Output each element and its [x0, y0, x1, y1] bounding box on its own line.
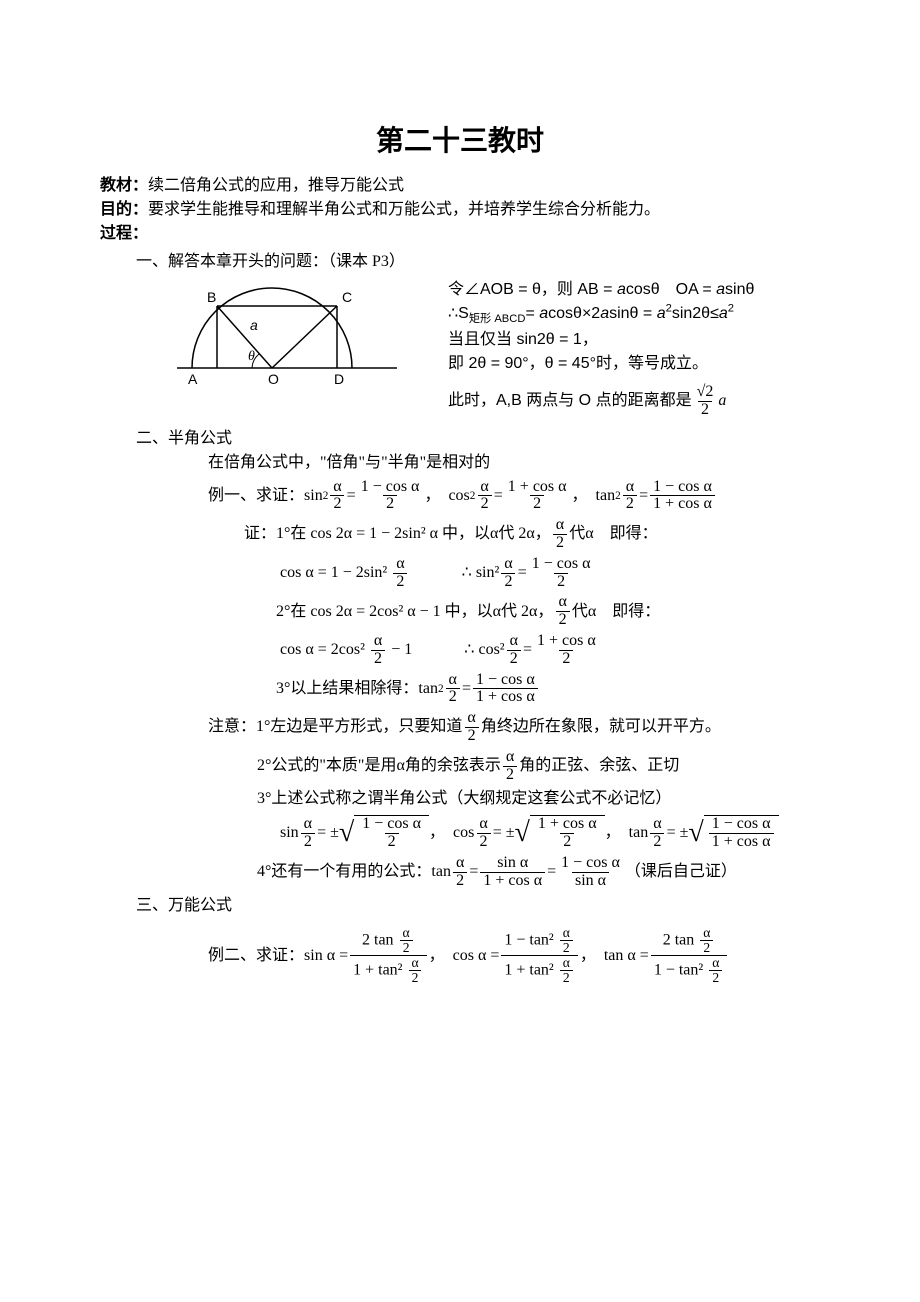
process-row: 过程： [100, 222, 820, 246]
section1-text: 令∠AOB = θ，则 AB = acosθ OA = asinθ ∴S矩形 A… [448, 278, 820, 419]
s1-line2: ∴S矩形 ABCD= acosθ×2asinθ = a2sin2θ≤a2 [448, 302, 820, 328]
proof-1-line2: cos α = 1 − 2sin² α2 ∴ sin² α2 = 1 − cos… [280, 556, 820, 591]
s1-line1: 令∠AOB = θ，则 AB = acosθ OA = asinθ [448, 278, 820, 302]
proof-2-line2: cos α = 2cos² α2 − 1 ∴ cos² α2 = 1 + cos… [280, 633, 820, 668]
section2-heading: 二、半角公式 [136, 427, 820, 451]
section1-body: B C A O D a θ 令∠AOB = θ，则 AB = acosθ OA … [172, 278, 820, 419]
half-angle-formulas: sin α2 = ± √1 − cos α2 ， cos α2 = ± √1 +… [280, 815, 820, 851]
geometry-diagram: B C A O D a θ [172, 278, 432, 406]
s1-line3: 当且仅当 sin2θ = 1， [448, 328, 820, 352]
section3-heading: 三、万能公式 [136, 894, 820, 918]
svg-text:C: C [342, 289, 352, 305]
material-label: 教材： [100, 174, 148, 198]
svg-text:D: D [334, 371, 344, 387]
svg-text:B: B [207, 289, 216, 305]
svg-text:A: A [188, 371, 198, 387]
goal-label: 目的： [100, 198, 148, 222]
section2-intro: 在倍角公式中，"倍角"与"半角"是相对的 [208, 451, 820, 475]
process-label: 过程： [100, 222, 148, 246]
proof-3: 3°以上结果相除得： tan2 α2 = 1 − cos α1 + cos α [276, 672, 820, 707]
goal-row: 目的： 要求学生能推导和理解半角公式和万能公式，并培养学生综合分析能力。 [100, 198, 820, 222]
s1-line4: 即 2θ = 90°，θ = 45°时，等号成立。 [448, 352, 820, 376]
note-2: 2°公式的"本质"是用α角的余弦表示 α2 角的正弦、余弦、正切 [257, 749, 820, 784]
proof-1: 证： 1°在 cos 2α = 1 − 2sin² α 中，以α代 2α， α2… [244, 517, 820, 552]
page-title: 第二十三教时 [100, 120, 820, 162]
s1-line5: 此时，A,B 两点与 O 点的距离都是 √22 a [448, 384, 820, 419]
example2: 例二、求证： sin α = 2 tan α2 1 + tan² α2 ， co… [208, 926, 820, 986]
note-1: 注意： 1°左边是平方形式，只要知道 α2 角终边所在象限，就可以开平方。 [208, 710, 820, 745]
proof-2: 2°在 cos 2α = 2cos² α − 1 中，以α代 2α， α2 代α… [276, 594, 820, 629]
material-text: 续二倍角公式的应用，推导万能公式 [148, 174, 404, 198]
goal-text: 要求学生能推导和理解半角公式和万能公式，并培养学生综合分析能力。 [148, 198, 660, 222]
svg-text:O: O [268, 371, 279, 387]
note-3: 3°上述公式称之谓半角公式（大纲规定这套公式不必记忆） [257, 787, 820, 811]
material-row: 教材： 续二倍角公式的应用，推导万能公式 [100, 174, 820, 198]
example1: 例一、求证： sin2 α2 = 1 − cos α2 ， cos2 α2 = … [208, 479, 820, 514]
note-4: 4°还有一个有用的公式： tan α2 = sin α1 + cos α = 1… [257, 855, 820, 890]
svg-text:θ: θ [248, 349, 255, 364]
svg-text:a: a [250, 317, 258, 333]
section1-heading: 一、解答本章开头的问题：（课本 P3） [136, 250, 820, 274]
